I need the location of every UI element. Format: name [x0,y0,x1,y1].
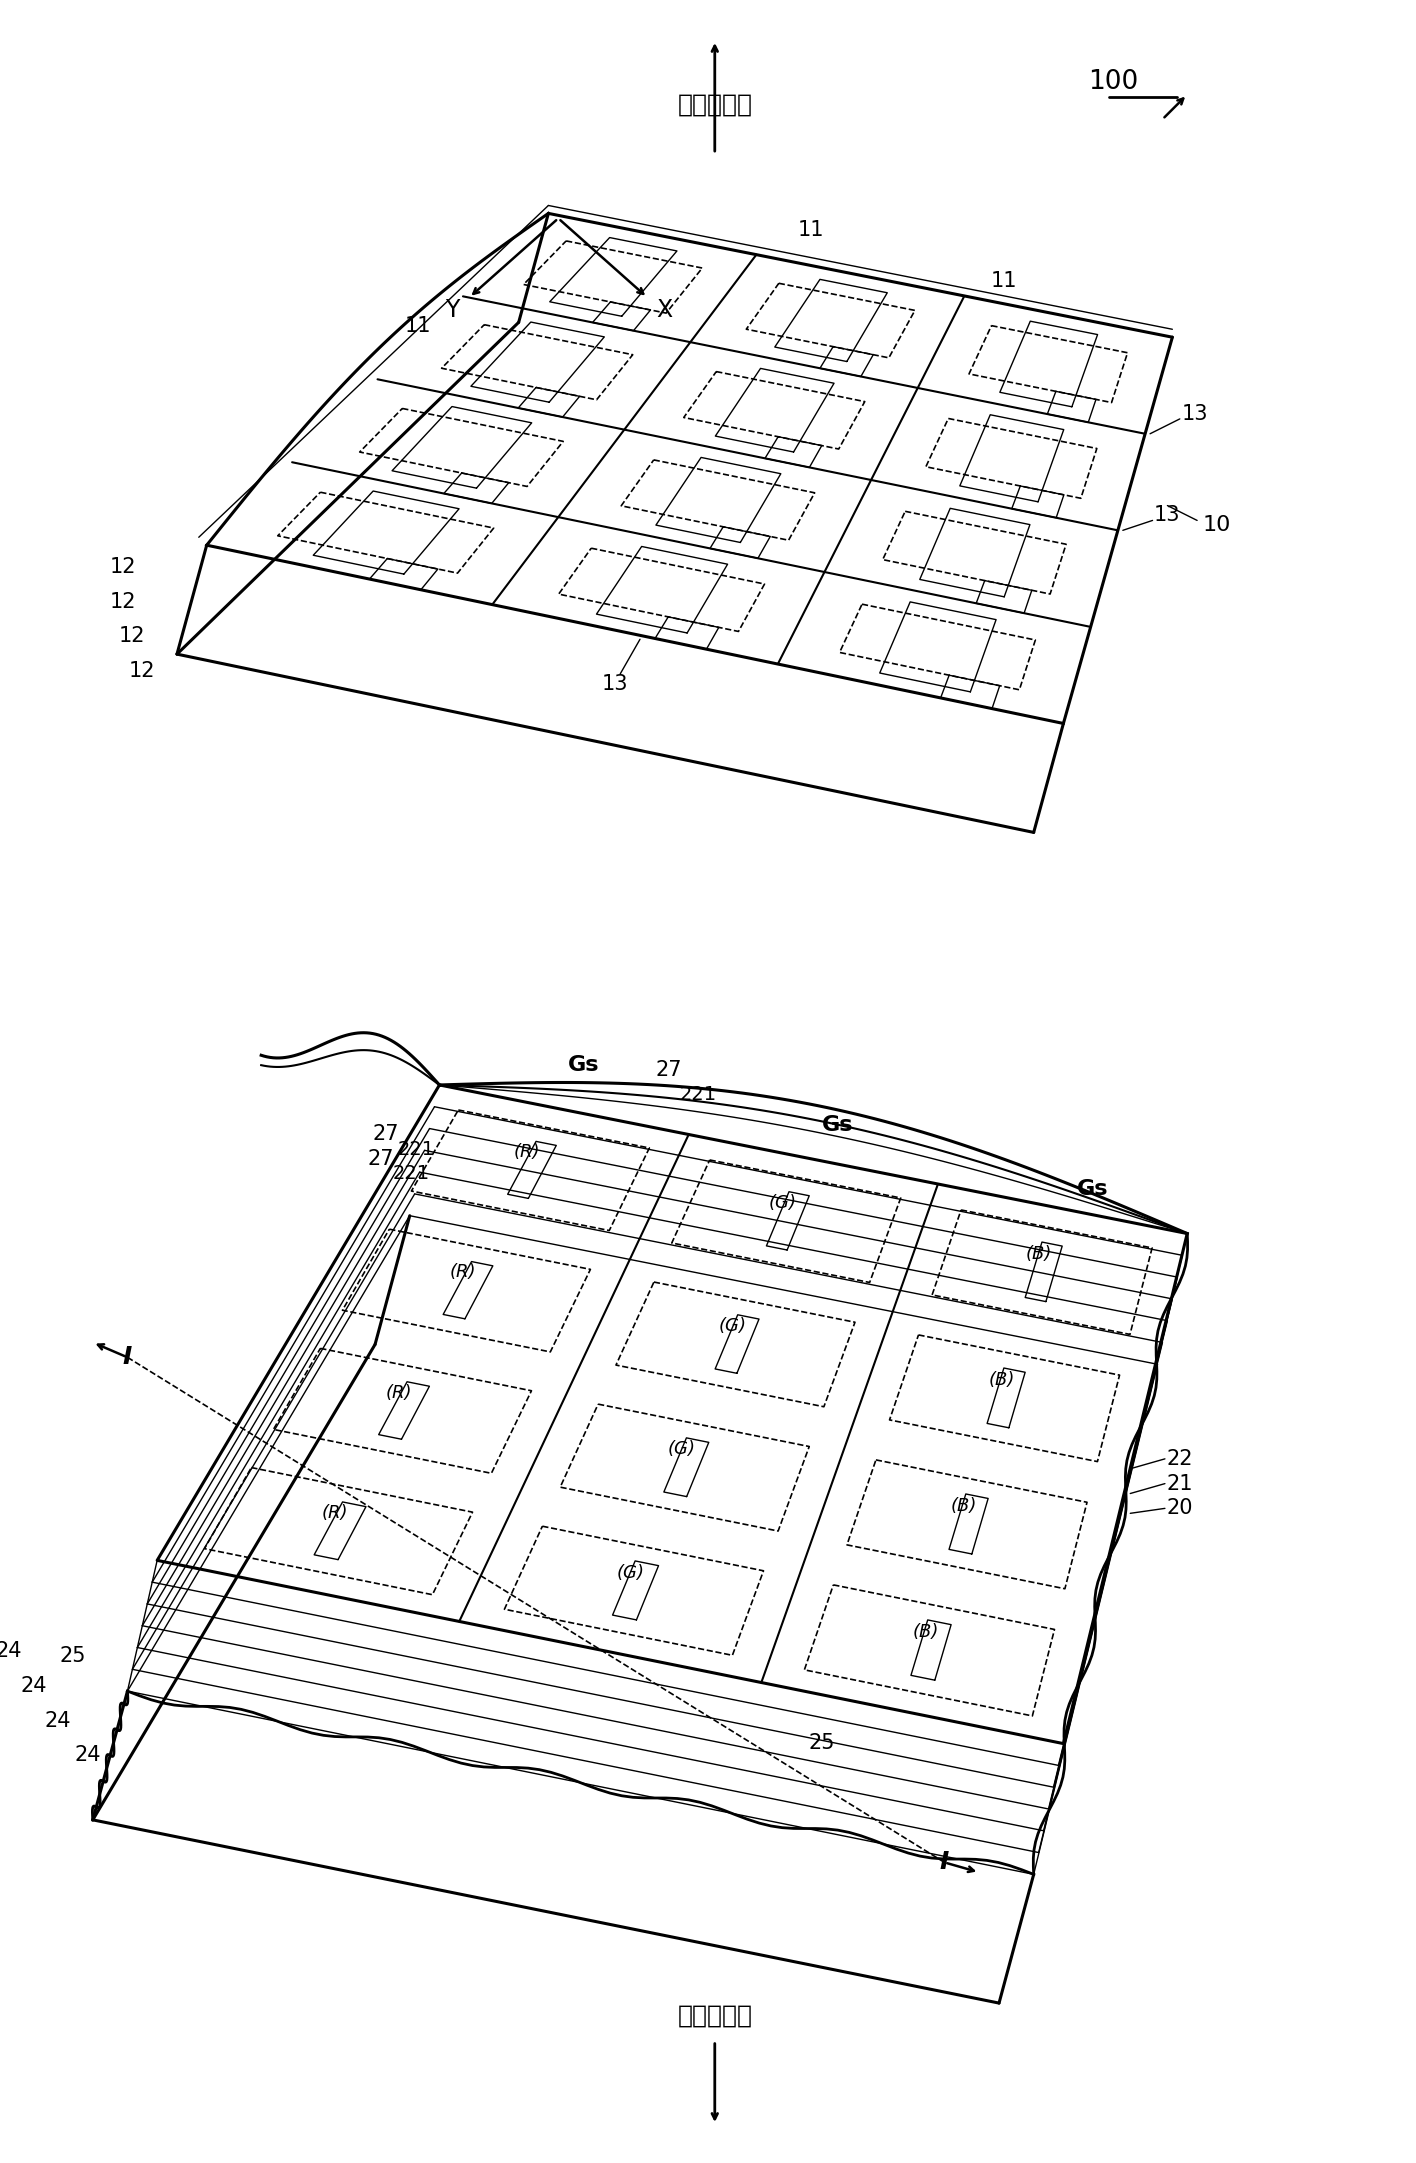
Text: 13: 13 [1154,506,1181,526]
Text: (B): (B) [988,1371,1014,1389]
Text: 25: 25 [809,1733,834,1752]
Text: 221: 221 [398,1140,435,1159]
Text: 11: 11 [991,270,1017,292]
Text: Gs: Gs [1076,1179,1109,1198]
Text: (R): (R) [387,1384,412,1402]
Text: Y: Y [445,298,460,322]
Text: 20: 20 [1167,1499,1194,1518]
Text: (B): (B) [913,1622,939,1642]
Text: (R): (R) [450,1263,476,1280]
Text: I: I [123,1345,132,1369]
Text: (G): (G) [718,1317,746,1335]
Text: (G): (G) [667,1441,695,1458]
Text: Gs: Gs [823,1114,854,1136]
Text: 12: 12 [109,558,136,578]
Text: X: X [656,298,673,322]
Text: 10: 10 [1202,515,1231,536]
Text: (B): (B) [950,1497,977,1514]
Text: 100: 100 [1087,69,1138,95]
Text: 24: 24 [20,1676,47,1696]
Text: 11: 11 [405,316,432,335]
Text: （背面侧）: （背面侧） [677,2003,752,2029]
Text: (B): (B) [1025,1246,1052,1263]
Text: 221: 221 [392,1164,429,1183]
Text: Gs: Gs [568,1056,599,1075]
Text: 12: 12 [109,593,136,612]
Text: 24: 24 [75,1746,101,1765]
Text: 24: 24 [0,1642,21,1661]
Text: (R): (R) [514,1142,541,1162]
Text: 22: 22 [1167,1449,1194,1469]
Text: (G): (G) [617,1564,644,1581]
Text: 12: 12 [119,627,146,647]
Text: （观察侧）: （观察侧） [677,93,752,117]
Text: 27: 27 [656,1060,683,1079]
Text: I: I [940,1852,949,1875]
Text: 27: 27 [368,1149,395,1168]
Text: 27: 27 [372,1125,399,1144]
Text: 12: 12 [129,662,156,681]
Text: 221: 221 [680,1086,716,1105]
Text: 25: 25 [59,1646,86,1666]
Text: 21: 21 [1167,1473,1194,1495]
Text: (G): (G) [769,1194,797,1211]
Text: 11: 11 [797,221,824,240]
Text: 24: 24 [45,1711,71,1730]
Text: 13: 13 [602,675,629,694]
Text: (R): (R) [321,1503,348,1523]
Text: 13: 13 [1181,404,1208,424]
